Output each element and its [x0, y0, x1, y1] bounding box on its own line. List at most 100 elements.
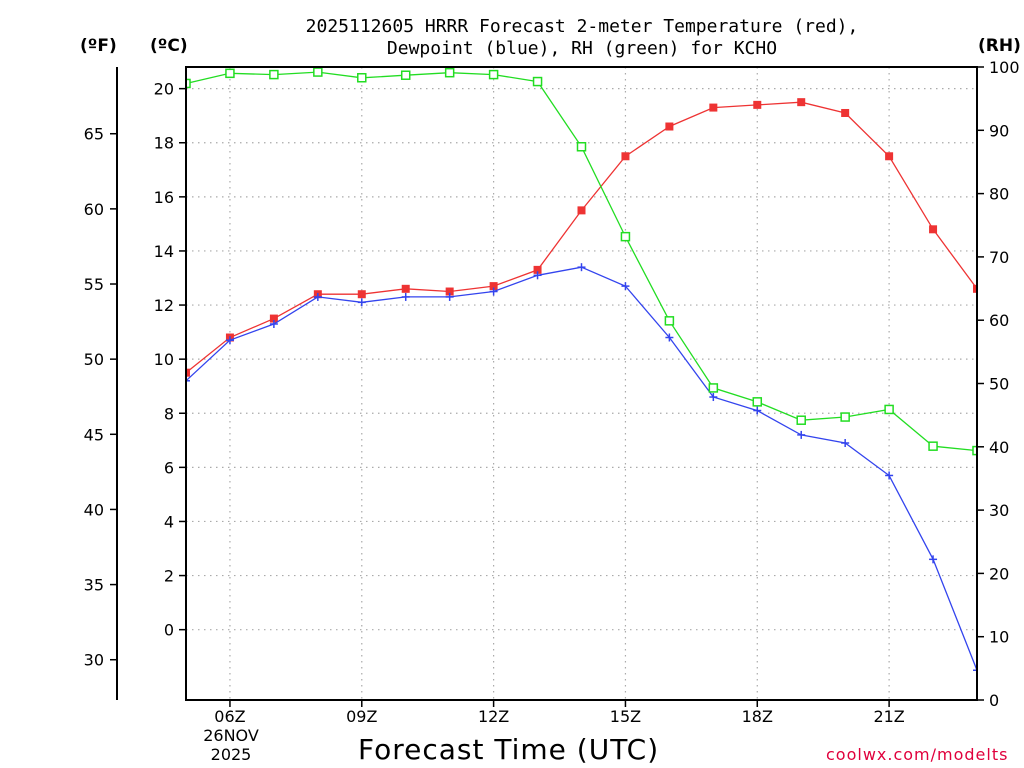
rh-axis-unit: (RH) — [978, 36, 1021, 56]
temperature-point — [797, 98, 806, 107]
chart-title-line2: Dewpoint (blue), RH (green) for KCHO — [386, 38, 778, 59]
dewpoint-point — [533, 271, 542, 280]
rh-point — [357, 73, 367, 83]
rh-point — [444, 67, 455, 78]
temperature-point — [841, 108, 850, 117]
rh-tick-label: 50 — [989, 375, 1009, 394]
x-tick-label: 09Z — [346, 707, 377, 726]
celsius-tick-label: 14 — [154, 242, 174, 261]
x-tick-label: 06Z — [214, 707, 245, 726]
rh-point — [532, 76, 543, 87]
rh-point — [708, 383, 719, 393]
rh-point — [928, 441, 938, 451]
rh-point — [400, 70, 411, 80]
rh-point — [313, 67, 323, 77]
fahrenheit-tick-label: 65 — [84, 125, 104, 144]
temperature-point — [885, 152, 894, 161]
rh-tick-label: 70 — [989, 248, 1009, 267]
rh-line — [185, 71, 978, 452]
dewpoint-point — [929, 555, 938, 564]
temperature-point — [709, 103, 718, 112]
celsius-tick-label: 16 — [154, 188, 174, 207]
celsius-tick-label: 18 — [154, 134, 174, 153]
fahrenheit-tick-label: 50 — [84, 350, 104, 369]
rh-point — [796, 415, 806, 425]
rh-tick-label: 30 — [989, 501, 1009, 520]
fahrenheit-tick-label: 60 — [84, 200, 104, 219]
rh-tick-label: 90 — [989, 121, 1009, 140]
plot-frame — [185, 66, 978, 701]
dewpoint-point — [665, 333, 674, 342]
rh-tick-label: 10 — [989, 628, 1009, 647]
dewpoint-point — [577, 263, 586, 272]
date-label-year: 2025 — [210, 745, 252, 764]
x-axis-title: Forecast Time (UTC) — [358, 733, 660, 766]
dewpoint-point — [401, 292, 410, 301]
temperature-point — [401, 284, 410, 293]
dewpoint-point — [621, 282, 630, 291]
rh-tick-label: 40 — [989, 438, 1009, 457]
rh-tick-label: 80 — [989, 185, 1009, 204]
dewpoint-point — [885, 471, 894, 480]
temperature-point — [489, 282, 498, 291]
watermark-link[interactable]: coolwx.com/modelts — [826, 745, 1009, 764]
rh-tick-label: 0 — [989, 691, 999, 710]
temperature-point — [929, 225, 938, 234]
dewpoint-point — [709, 393, 718, 402]
celsius-tick-label: 0 — [164, 621, 174, 640]
dewpoint-point — [841, 439, 850, 448]
fahrenheit-tick-label: 30 — [84, 651, 104, 670]
date-label-day: 26NOV — [203, 726, 259, 745]
temperature-point — [269, 314, 278, 323]
rh-tick-label: 20 — [989, 564, 1009, 583]
rh-point — [269, 69, 279, 80]
celsius-tick-label: 2 — [164, 567, 174, 586]
temperature-point — [621, 152, 630, 161]
chart-title-line1: 2025112605 HRRR Forecast 2-meter Tempera… — [305, 16, 859, 37]
rh-point — [488, 69, 499, 80]
temperature-point — [445, 287, 454, 296]
temperature-point — [665, 122, 674, 131]
rh-tick-label: 60 — [989, 311, 1009, 330]
dewpoint-point — [269, 319, 278, 328]
celsius-tick-label: 8 — [164, 404, 174, 423]
rh-point — [840, 412, 850, 422]
temperature-point — [185, 368, 190, 377]
temperature-point — [753, 100, 762, 109]
celsius-tick-label: 4 — [164, 512, 174, 531]
dewpoint-point — [797, 430, 806, 439]
dewpoint-point — [753, 406, 762, 415]
dewpoint-point — [313, 292, 322, 301]
rh-point — [620, 231, 631, 242]
rh-point — [752, 397, 763, 407]
temperature-point — [357, 290, 366, 299]
dewpoint-point — [357, 298, 366, 307]
fahrenheit-tick-label: 35 — [84, 576, 104, 595]
dewpoint-line — [185, 266, 978, 671]
dewpoint-point — [225, 336, 234, 345]
dewpoint-point — [489, 287, 498, 296]
x-tick-label: 18Z — [742, 707, 773, 726]
rh-point — [576, 142, 587, 152]
rh-point — [225, 68, 235, 79]
fahrenheit-axis-unit: (ºF) — [80, 36, 117, 56]
celsius-tick-label: 10 — [154, 350, 174, 369]
axes: 0 2 4 6 8 10 12 14 16 18 20 30 35 40 45 50 55 60 65 0 10 20 30… — [84, 58, 1020, 726]
dewpoint-point — [445, 292, 454, 301]
x-tick-label: 21Z — [873, 707, 904, 726]
temperature-point — [973, 284, 978, 293]
temperature-point — [533, 265, 542, 274]
celsius-axis-unit: (ºC) — [150, 36, 188, 56]
fahrenheit-tick-label: 45 — [84, 425, 104, 444]
series-group — [185, 67, 978, 675]
fahrenheit-tick-label: 55 — [84, 275, 104, 294]
rh-point — [664, 316, 675, 326]
gridlines — [186, 67, 977, 700]
x-tick-label: 12Z — [478, 707, 509, 726]
celsius-tick-label: 12 — [154, 296, 174, 315]
celsius-tick-label: 6 — [164, 458, 174, 477]
temperature-point — [577, 206, 586, 215]
celsius-tick-label: 20 — [154, 80, 174, 99]
x-tick-label: 15Z — [610, 707, 641, 726]
